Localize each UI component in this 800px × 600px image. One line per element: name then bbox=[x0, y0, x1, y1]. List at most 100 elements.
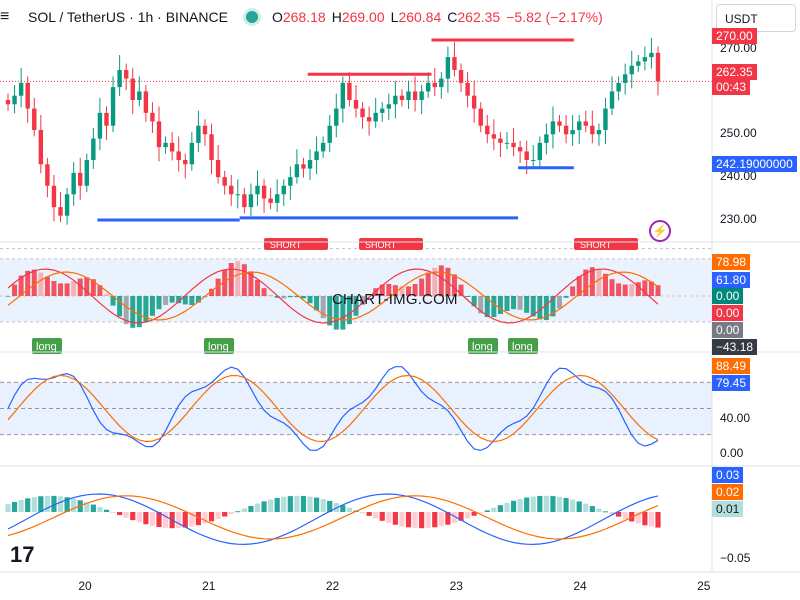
candle-body bbox=[419, 91, 424, 100]
macd-histogram-bar bbox=[543, 495, 549, 512]
candle-body bbox=[104, 112, 109, 126]
low-label: L bbox=[390, 9, 399, 25]
macd-histogram-bar bbox=[616, 512, 622, 517]
osc-tag-5: 0.00 bbox=[712, 322, 744, 338]
time-tick-label: 20 bbox=[78, 579, 92, 593]
flash-icon[interactable]: ⚡ bbox=[649, 220, 671, 242]
oscillator-bar bbox=[18, 275, 24, 296]
oscillator-bar bbox=[537, 296, 543, 320]
time-tick-label: 21 bbox=[202, 579, 216, 593]
oscillator-bar bbox=[504, 296, 510, 311]
candle-body bbox=[294, 164, 300, 178]
bar-countdown-tag: 00:43 bbox=[712, 79, 751, 95]
candle-body bbox=[38, 130, 44, 165]
oscillator-bar bbox=[570, 286, 576, 296]
candle-body bbox=[327, 125, 332, 143]
watermark: CHART-IMG.COM bbox=[332, 291, 458, 308]
macd-histogram-bar bbox=[635, 512, 641, 524]
candle-body bbox=[242, 194, 247, 208]
candle-body bbox=[485, 125, 490, 135]
oscillator-bar bbox=[327, 296, 333, 326]
macd-histogram-bar bbox=[550, 496, 556, 512]
symbol-title[interactable]: SOL / TetherUS · 1h · BINANCE bbox=[28, 9, 228, 25]
candle-body bbox=[504, 142, 510, 144]
macd-histogram-bar bbox=[386, 512, 392, 523]
candle-body bbox=[366, 117, 372, 122]
macd-histogram-bar bbox=[176, 512, 182, 529]
candle-body bbox=[353, 100, 359, 109]
candle-body bbox=[25, 82, 30, 109]
oscillator-bar bbox=[589, 267, 595, 296]
macd-histogram-bar bbox=[517, 498, 523, 512]
oscillator-bar bbox=[195, 296, 201, 303]
macd-histogram-bar bbox=[563, 498, 569, 512]
candle-body bbox=[274, 194, 280, 203]
macd-histogram-bar bbox=[235, 511, 241, 513]
candle-body bbox=[156, 121, 162, 148]
oscillator-bar bbox=[169, 296, 175, 303]
time-tick-label: 23 bbox=[450, 579, 464, 593]
macd-histogram-bar bbox=[241, 508, 247, 512]
macd-histogram-bar bbox=[25, 498, 31, 512]
candle-body bbox=[386, 104, 392, 109]
oscillator-bar bbox=[77, 278, 83, 296]
candle-body bbox=[550, 121, 556, 135]
macd-histogram-bar bbox=[248, 505, 254, 512]
price-tick-label: 240.00 bbox=[720, 169, 757, 184]
macd-histogram-bar bbox=[64, 497, 70, 512]
candle-body bbox=[452, 57, 457, 70]
long-signal-label: long bbox=[208, 341, 229, 353]
oscillator-bar bbox=[557, 296, 563, 309]
macd-hist-tag: 0.01 bbox=[712, 501, 744, 517]
macd-histogram-bar bbox=[445, 512, 451, 525]
macd-histogram-bar bbox=[596, 508, 602, 512]
long-signal-box bbox=[468, 338, 498, 354]
stochastic-band bbox=[0, 382, 712, 435]
short-signal-label: SHORT bbox=[270, 240, 302, 250]
chart-menu-icon[interactable]: ≡ bbox=[0, 8, 10, 25]
candle-body bbox=[655, 52, 661, 82]
open-value: 268.18 bbox=[282, 9, 326, 25]
macd-histogram-bar bbox=[602, 511, 609, 513]
oscillator-bar bbox=[261, 288, 267, 296]
candle-body bbox=[307, 160, 313, 169]
oscillator-bar bbox=[386, 284, 392, 296]
oscillator-bar bbox=[300, 296, 306, 299]
candle-body bbox=[229, 185, 234, 195]
oscillator-bar bbox=[366, 295, 372, 297]
oscillator-bar bbox=[156, 296, 162, 310]
macd-histogram-bar bbox=[143, 512, 149, 525]
oscillator-bar bbox=[340, 296, 346, 330]
oscillator-bar bbox=[648, 281, 654, 296]
candle-body bbox=[412, 91, 418, 100]
candle-body bbox=[248, 194, 254, 208]
candle-body bbox=[320, 142, 326, 152]
oscillator-bar bbox=[602, 273, 608, 296]
oscillator-bar bbox=[38, 272, 44, 296]
macd-histogram-bar bbox=[228, 512, 234, 514]
candle-body bbox=[531, 160, 536, 161]
candle-body bbox=[524, 151, 529, 160]
macd-histogram-bar bbox=[458, 512, 464, 521]
candle-body bbox=[209, 134, 214, 160]
currency-select[interactable]: USDT bbox=[716, 4, 796, 32]
macd-histogram-bar bbox=[189, 512, 195, 527]
macd-histogram-bar bbox=[504, 502, 510, 512]
candle-body bbox=[511, 142, 516, 148]
short-signal-box bbox=[359, 238, 423, 250]
macd-histogram-bar bbox=[340, 505, 346, 512]
tradingview-logo: 17 bbox=[10, 542, 35, 567]
candle-body bbox=[622, 74, 628, 83]
candle-body bbox=[498, 138, 503, 143]
long-signal-label: long bbox=[472, 341, 493, 353]
macd-histogram-bar bbox=[320, 499, 326, 512]
candle-body bbox=[432, 82, 437, 88]
oscillator-bar bbox=[163, 296, 169, 305]
oscillator-bar bbox=[353, 296, 359, 316]
oscillator-bar bbox=[314, 296, 320, 311]
candle-body bbox=[281, 185, 286, 195]
oscillator-bar bbox=[425, 272, 431, 296]
stochastic-pane bbox=[0, 366, 712, 451]
macd-histogram-bar bbox=[497, 505, 504, 512]
